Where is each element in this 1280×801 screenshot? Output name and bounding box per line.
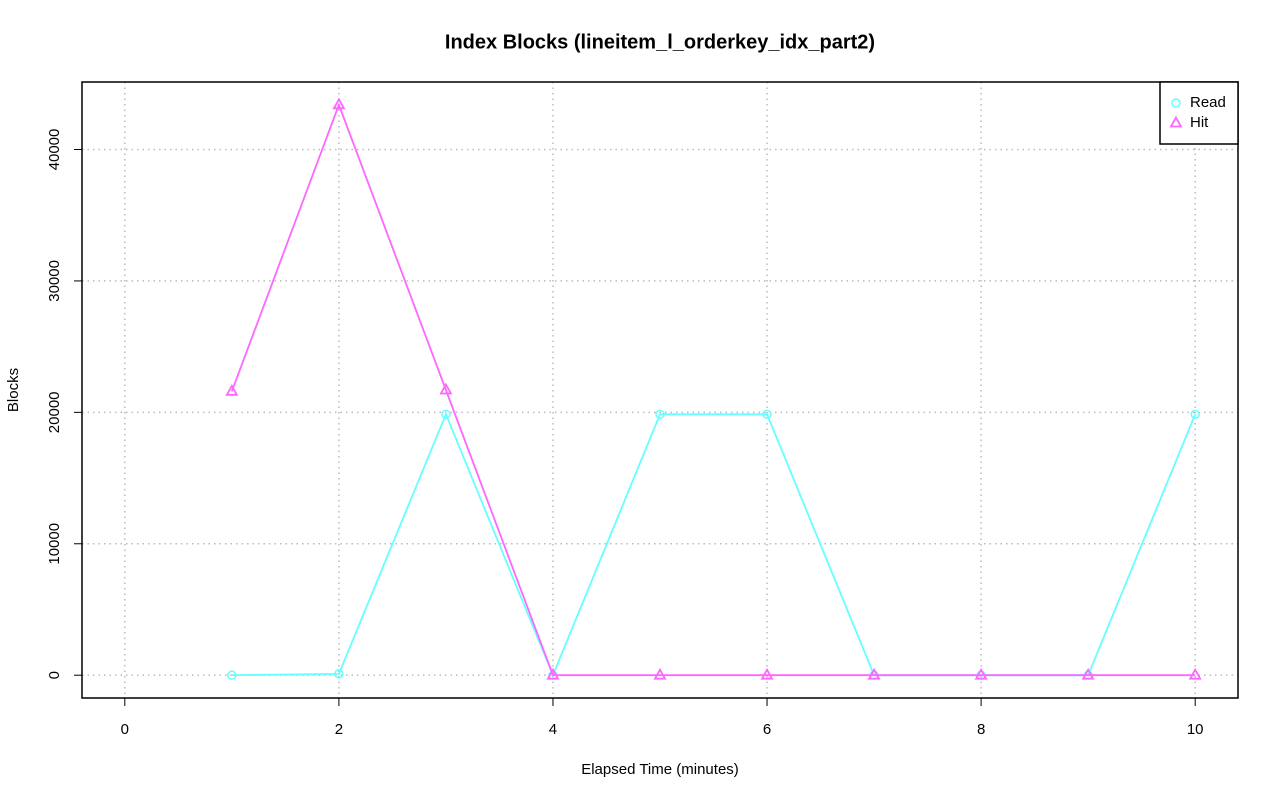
legend-box [1159, 81, 1239, 145]
marker [439, 382, 453, 395]
legend-symbol [1169, 115, 1183, 128]
marker [332, 97, 346, 110]
plot-frame [81, 81, 1239, 699]
marker [441, 409, 451, 420]
y-tick-label: 20000 [46, 391, 63, 433]
x-tick-label: 4 [549, 721, 557, 738]
marker [1190, 409, 1200, 420]
series-line [231, 411, 1197, 678]
marker [546, 667, 560, 680]
series-line [231, 102, 1196, 677]
marker [974, 667, 988, 680]
marker [1188, 667, 1202, 680]
marker [225, 383, 239, 396]
marker [334, 669, 344, 679]
legend-label: Hit [1190, 114, 1209, 131]
marker [653, 667, 667, 680]
y-tick-label: 30000 [46, 260, 63, 302]
x-tick-label: 10 [1187, 721, 1204, 738]
y-tick-label: 40000 [46, 129, 63, 171]
marker [760, 667, 774, 680]
x-tick-label: 8 [977, 721, 985, 738]
marker [1081, 667, 1095, 680]
legend-symbol [1171, 98, 1181, 108]
x-axis-label: Elapsed Time (minutes) [581, 761, 739, 778]
x-tick-label: 0 [121, 721, 129, 738]
x-tick-label: 2 [335, 721, 343, 738]
chart-title: Index Blocks (lineitem_l_orderkey_idx_pa… [445, 31, 875, 53]
marker [762, 409, 772, 420]
y-axis-label: Blocks [5, 368, 22, 412]
marker [227, 670, 237, 680]
x-tick-label: 6 [763, 721, 771, 738]
marker [655, 409, 665, 420]
legend-label: Read [1190, 94, 1226, 111]
marker [867, 667, 881, 680]
y-tick-label: 10000 [46, 523, 63, 565]
y-tick-label: 0 [46, 671, 63, 679]
